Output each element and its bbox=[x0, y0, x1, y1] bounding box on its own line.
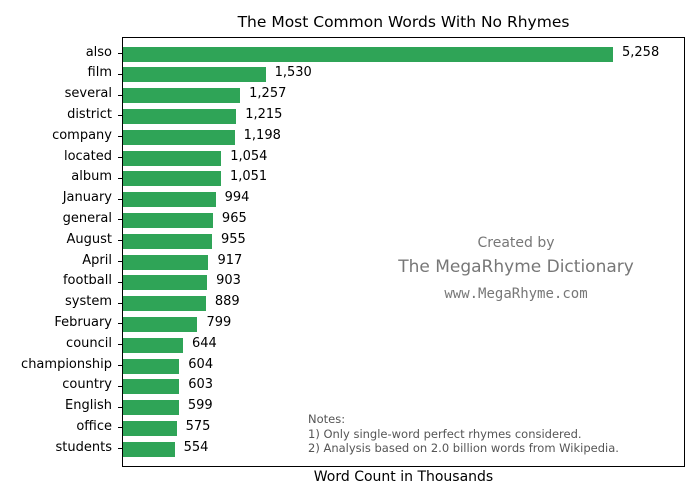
y-tick-label: English bbox=[65, 398, 112, 414]
value-label: 599 bbox=[187, 398, 213, 414]
bar-located bbox=[123, 150, 222, 166]
y-tick-label: championship bbox=[21, 356, 112, 372]
bar-office bbox=[123, 420, 177, 436]
bar-also bbox=[123, 46, 613, 62]
value-label: 903 bbox=[216, 273, 241, 289]
bar-february bbox=[123, 316, 198, 332]
value-label: 1,054 bbox=[230, 148, 268, 164]
y-tick-label: company bbox=[52, 127, 112, 143]
y-tick bbox=[118, 281, 122, 283]
value-label: 1,257 bbox=[249, 86, 287, 102]
y-tick bbox=[118, 94, 122, 96]
x-axis-label: Word Count in Thousands bbox=[313, 469, 494, 485]
y-tick bbox=[118, 219, 122, 221]
value-label: 965 bbox=[221, 210, 247, 226]
y-tick bbox=[118, 427, 122, 429]
bar-company bbox=[123, 129, 235, 145]
y-tick-label: film bbox=[87, 65, 112, 81]
y-tick-label: located bbox=[63, 148, 112, 164]
y-tick bbox=[118, 136, 122, 138]
y-tick-label: office bbox=[76, 418, 112, 434]
value-label: 917 bbox=[217, 252, 243, 268]
y-tick-label: April bbox=[82, 252, 112, 268]
credit-website: www.MegaRhyme.com bbox=[444, 286, 588, 302]
bar-students bbox=[123, 441, 175, 457]
value-label: 1,198 bbox=[243, 127, 281, 143]
y-tick bbox=[118, 73, 122, 75]
bar-april bbox=[123, 254, 209, 270]
value-label: 1,530 bbox=[274, 65, 312, 81]
value-label: 644 bbox=[192, 335, 217, 351]
bar-several bbox=[123, 88, 241, 104]
y-tick-label: also bbox=[85, 44, 112, 60]
value-label: 955 bbox=[220, 231, 246, 247]
bar-film bbox=[123, 67, 266, 83]
bar-country bbox=[123, 379, 180, 395]
y-tick bbox=[118, 53, 122, 54]
y-tick bbox=[118, 365, 122, 366]
bar-english bbox=[123, 400, 179, 416]
bar-council bbox=[123, 337, 183, 353]
value-label: 1,051 bbox=[229, 169, 268, 185]
y-tick bbox=[118, 385, 122, 387]
y-tick bbox=[118, 344, 122, 346]
y-tick bbox=[118, 198, 122, 200]
value-label: 889 bbox=[214, 294, 240, 310]
bar-system bbox=[123, 296, 206, 312]
y-tick-label: students bbox=[55, 439, 112, 455]
bar-district bbox=[123, 108, 237, 124]
note-1: 1) Only single-word perfect rhymes consi… bbox=[308, 426, 582, 441]
y-tick-label: album bbox=[71, 169, 112, 185]
y-tick bbox=[118, 406, 122, 408]
y-tick-label: country bbox=[62, 377, 112, 393]
y-tick bbox=[118, 157, 122, 158]
bar-august bbox=[123, 233, 212, 249]
bar-football bbox=[123, 275, 208, 291]
value-label: 604 bbox=[188, 356, 214, 372]
value-label: 994 bbox=[224, 190, 250, 206]
bar-championship bbox=[123, 358, 180, 374]
y-tick-label: general bbox=[62, 210, 112, 226]
y-tick bbox=[118, 448, 122, 450]
y-tick-label: several bbox=[64, 86, 112, 102]
value-label: 799 bbox=[206, 314, 232, 330]
value-label: 603 bbox=[188, 377, 214, 393]
y-tick bbox=[118, 115, 122, 117]
y-tick-label: system bbox=[65, 294, 112, 310]
value-label: 554 bbox=[183, 439, 209, 455]
y-tick-label: football bbox=[62, 273, 112, 289]
y-tick bbox=[118, 323, 122, 325]
bar-january bbox=[123, 192, 216, 208]
chart-title: The Most Common Words With No Rhymes bbox=[237, 13, 570, 31]
notes: Notes: 1) Only single-word perfect rhyme… bbox=[308, 412, 619, 456]
value-label: 575 bbox=[185, 418, 211, 434]
y-tick bbox=[118, 302, 122, 304]
y-tick bbox=[118, 240, 122, 242]
value-label: 5,258 bbox=[622, 44, 660, 60]
plot-area: 5,258 1,530 1,257 1,215 1,198 1,054 1,051 994 96… bbox=[122, 37, 685, 467]
y-tick-label: January bbox=[62, 190, 112, 206]
bar-general bbox=[123, 212, 213, 228]
note-2: 2) Analysis based on 2.0 billion words f… bbox=[308, 441, 619, 455]
y-tick bbox=[118, 177, 122, 179]
value-label: 1,215 bbox=[245, 106, 283, 122]
credit-dictionary: The MegaRhyme Dictionary bbox=[398, 257, 634, 277]
y-tick-label: council bbox=[66, 335, 112, 351]
notes-header: Notes: bbox=[308, 412, 346, 426]
y-tick bbox=[118, 261, 122, 262]
y-tick-label: district bbox=[67, 106, 112, 122]
bar-album bbox=[123, 171, 221, 187]
y-tick-label: August bbox=[66, 231, 113, 247]
credit-created-by: Created by bbox=[477, 235, 555, 251]
y-tick-label: February bbox=[54, 314, 112, 330]
